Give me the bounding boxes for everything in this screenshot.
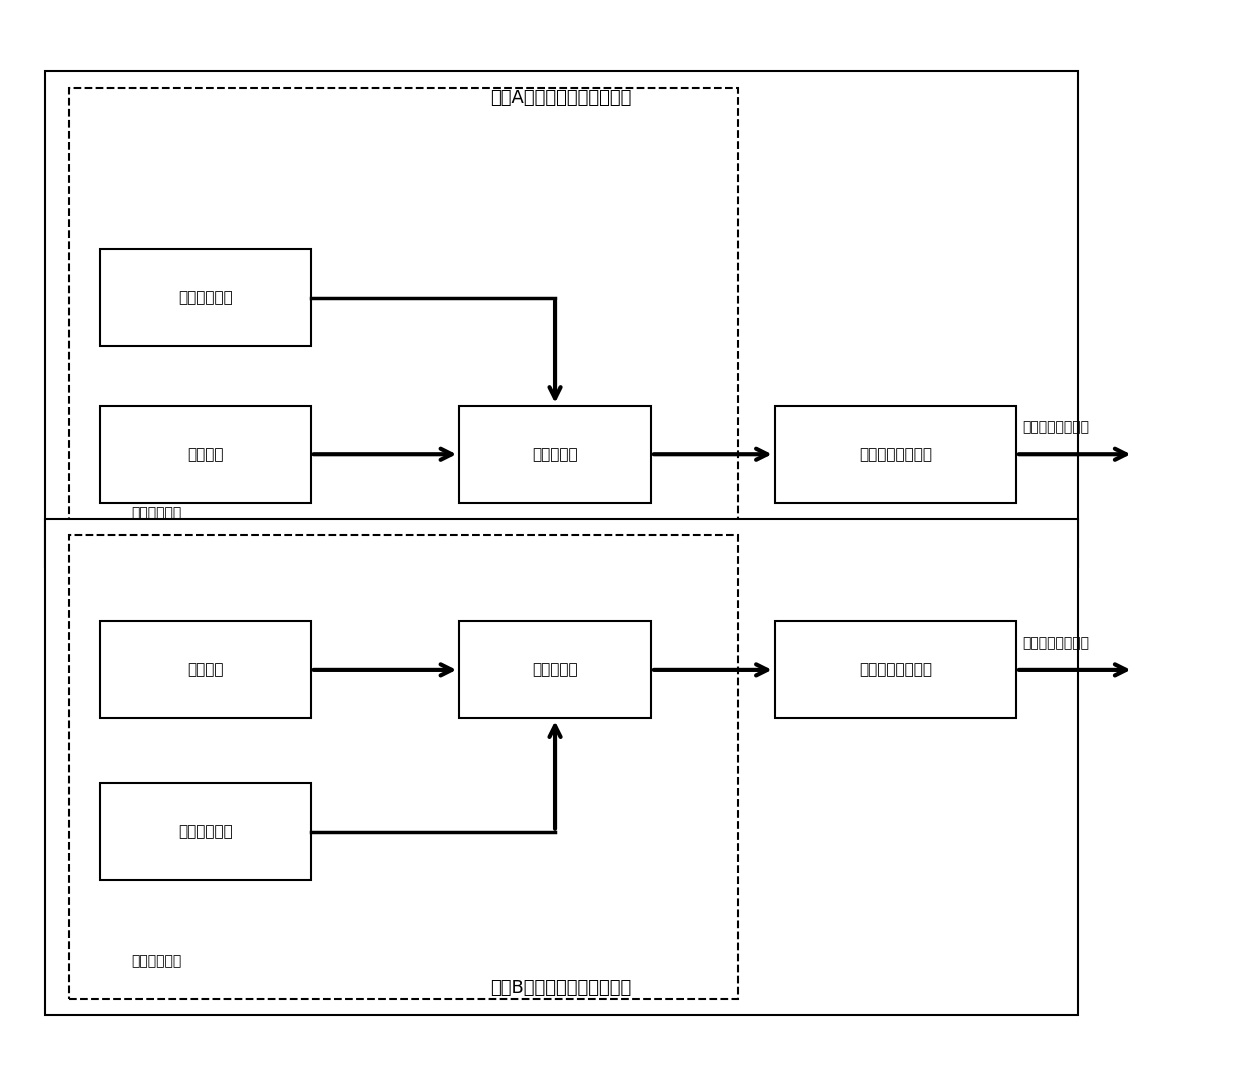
Text: 基准频率产生单元: 基准频率产生单元 [859, 663, 931, 678]
Text: 高隔离开关: 高隔离开关 [532, 663, 578, 678]
FancyBboxPatch shape [45, 71, 1078, 568]
FancyBboxPatch shape [100, 405, 311, 503]
Text: 高隔离开关: 高隔离开关 [532, 446, 578, 462]
Text: 输出各种基准频率: 输出各种基准频率 [1022, 421, 1089, 435]
Text: 内部晶振: 内部晶振 [187, 446, 223, 462]
Text: 晶振切换单元: 晶振切换单元 [131, 507, 181, 521]
Text: 外部驯服晶振: 外部驯服晶振 [179, 824, 233, 839]
Text: 卫星A基准频率信号产生装置: 卫星A基准频率信号产生装置 [491, 90, 632, 107]
Text: 基准频率产生单元: 基准频率产生单元 [859, 446, 931, 462]
Text: 晶振切换单元: 晶振切换单元 [131, 955, 181, 967]
Text: 卫星B基准频率信号产生装置: 卫星B基准频率信号产生装置 [491, 979, 632, 997]
Text: 外部驯服晶振: 外部驯服晶振 [179, 291, 233, 306]
FancyBboxPatch shape [775, 405, 1016, 503]
Text: 输出各种基准频率: 输出各种基准频率 [1022, 636, 1089, 650]
FancyBboxPatch shape [459, 405, 651, 503]
FancyBboxPatch shape [775, 622, 1016, 719]
FancyBboxPatch shape [45, 519, 1078, 1015]
Text: 内部晶振: 内部晶振 [187, 663, 223, 678]
FancyBboxPatch shape [100, 250, 311, 346]
FancyBboxPatch shape [100, 622, 311, 719]
FancyBboxPatch shape [100, 783, 311, 880]
FancyBboxPatch shape [459, 622, 651, 719]
